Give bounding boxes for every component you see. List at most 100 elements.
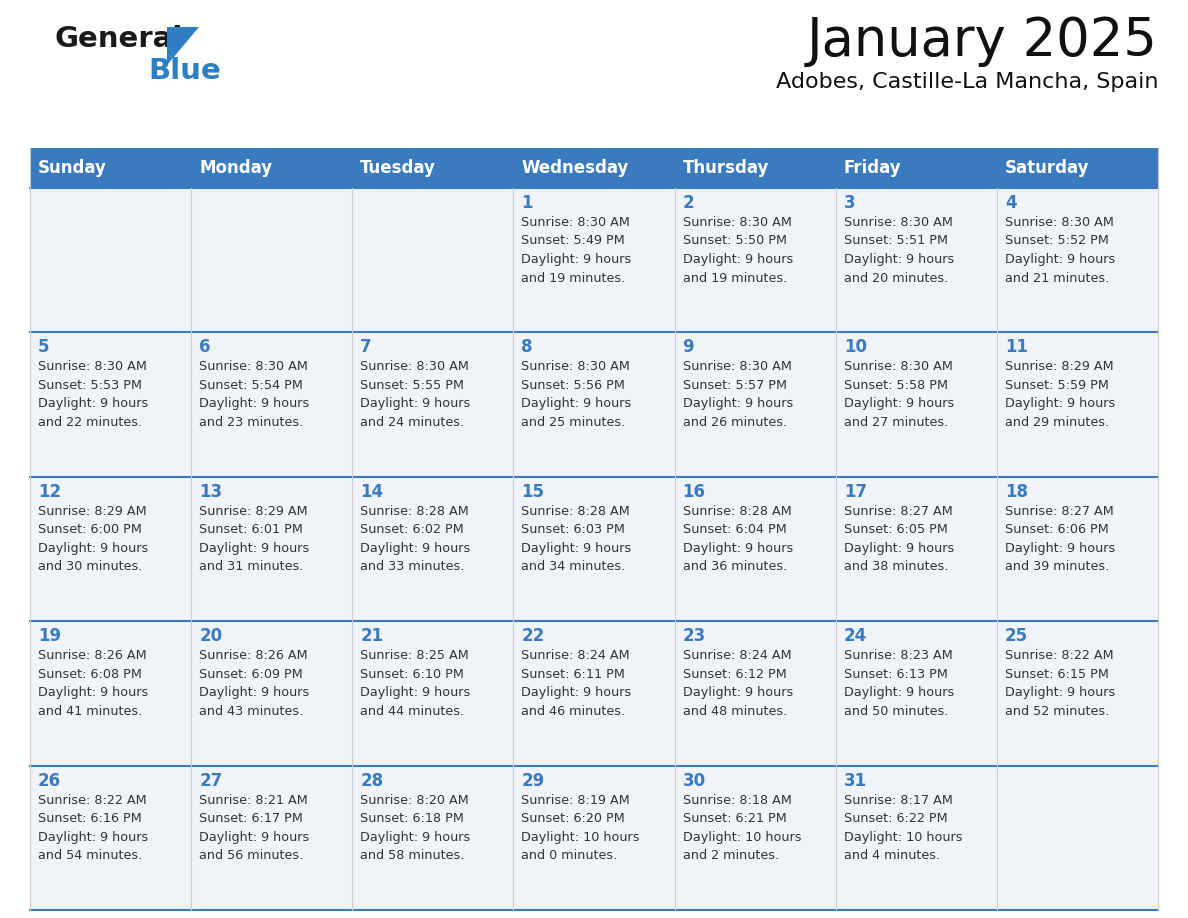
Text: Sunrise: 8:30 AM
Sunset: 5:57 PM
Daylight: 9 hours
and 26 minutes.: Sunrise: 8:30 AM Sunset: 5:57 PM Dayligh… [683, 361, 792, 429]
Bar [353, 476, 513, 621]
Bar [835, 188, 997, 332]
Bar [191, 476, 353, 621]
Text: Sunrise: 8:30 AM
Sunset: 5:53 PM
Daylight: 9 hours
and 22 minutes.: Sunrise: 8:30 AM Sunset: 5:53 PM Dayligh… [38, 361, 148, 429]
Text: 27: 27 [200, 772, 222, 789]
Text: 19: 19 [38, 627, 61, 645]
Text: Sunrise: 8:30 AM
Sunset: 5:54 PM
Daylight: 9 hours
and 23 minutes.: Sunrise: 8:30 AM Sunset: 5:54 PM Dayligh… [200, 361, 309, 429]
Text: 1: 1 [522, 194, 533, 212]
Text: 8: 8 [522, 339, 533, 356]
Text: 9: 9 [683, 339, 694, 356]
Text: 30: 30 [683, 772, 706, 789]
Bar [191, 332, 353, 476]
Text: Adobes, Castille-La Mancha, Spain: Adobes, Castille-La Mancha, Spain [776, 72, 1158, 92]
Text: Monday: Monday [200, 159, 272, 177]
Bar [835, 621, 997, 766]
Text: Sunrise: 8:18 AM
Sunset: 6:21 PM
Daylight: 10 hours
and 2 minutes.: Sunrise: 8:18 AM Sunset: 6:21 PM Dayligh… [683, 793, 801, 862]
Bar [675, 476, 835, 621]
Text: Saturday: Saturday [1005, 159, 1089, 177]
Text: General: General [55, 25, 183, 53]
Bar [30, 332, 191, 476]
Bar [513, 476, 675, 621]
Text: 25: 25 [1005, 627, 1028, 645]
Bar [30, 766, 191, 910]
Text: 24: 24 [843, 627, 867, 645]
Bar [835, 766, 997, 910]
Text: Sunrise: 8:17 AM
Sunset: 6:22 PM
Daylight: 10 hours
and 4 minutes.: Sunrise: 8:17 AM Sunset: 6:22 PM Dayligh… [843, 793, 962, 862]
Text: Sunrise: 8:25 AM
Sunset: 6:10 PM
Daylight: 9 hours
and 44 minutes.: Sunrise: 8:25 AM Sunset: 6:10 PM Dayligh… [360, 649, 470, 718]
Bar [191, 766, 353, 910]
Text: 23: 23 [683, 627, 706, 645]
Text: 11: 11 [1005, 339, 1028, 356]
Text: Sunrise: 8:30 AM
Sunset: 5:49 PM
Daylight: 9 hours
and 19 minutes.: Sunrise: 8:30 AM Sunset: 5:49 PM Dayligh… [522, 216, 632, 285]
Text: Sunrise: 8:24 AM
Sunset: 6:12 PM
Daylight: 9 hours
and 48 minutes.: Sunrise: 8:24 AM Sunset: 6:12 PM Dayligh… [683, 649, 792, 718]
Text: 21: 21 [360, 627, 384, 645]
Text: Sunrise: 8:30 AM
Sunset: 5:52 PM
Daylight: 9 hours
and 21 minutes.: Sunrise: 8:30 AM Sunset: 5:52 PM Dayligh… [1005, 216, 1116, 285]
Text: 10: 10 [843, 339, 867, 356]
Text: Sunrise: 8:26 AM
Sunset: 6:09 PM
Daylight: 9 hours
and 43 minutes.: Sunrise: 8:26 AM Sunset: 6:09 PM Dayligh… [200, 649, 309, 718]
Text: 16: 16 [683, 483, 706, 501]
Text: Friday: Friday [843, 159, 902, 177]
Bar [30, 621, 191, 766]
Bar [997, 332, 1158, 476]
Bar [997, 766, 1158, 910]
Text: 7: 7 [360, 339, 372, 356]
Text: Sunrise: 8:23 AM
Sunset: 6:13 PM
Daylight: 9 hours
and 50 minutes.: Sunrise: 8:23 AM Sunset: 6:13 PM Dayligh… [843, 649, 954, 718]
Text: Sunrise: 8:29 AM
Sunset: 6:01 PM
Daylight: 9 hours
and 31 minutes.: Sunrise: 8:29 AM Sunset: 6:01 PM Dayligh… [200, 505, 309, 574]
Text: Sunrise: 8:30 AM
Sunset: 5:50 PM
Daylight: 9 hours
and 19 minutes.: Sunrise: 8:30 AM Sunset: 5:50 PM Dayligh… [683, 216, 792, 285]
Text: Sunrise: 8:28 AM
Sunset: 6:04 PM
Daylight: 9 hours
and 36 minutes.: Sunrise: 8:28 AM Sunset: 6:04 PM Dayligh… [683, 505, 792, 574]
Text: Sunrise: 8:30 AM
Sunset: 5:55 PM
Daylight: 9 hours
and 24 minutes.: Sunrise: 8:30 AM Sunset: 5:55 PM Dayligh… [360, 361, 470, 429]
Text: 29: 29 [522, 772, 544, 789]
Text: 13: 13 [200, 483, 222, 501]
Text: 4: 4 [1005, 194, 1017, 212]
Bar [513, 621, 675, 766]
Text: Sunday: Sunday [38, 159, 107, 177]
Text: Sunrise: 8:27 AM
Sunset: 6:05 PM
Daylight: 9 hours
and 38 minutes.: Sunrise: 8:27 AM Sunset: 6:05 PM Dayligh… [843, 505, 954, 574]
Bar [191, 188, 353, 332]
Bar [997, 476, 1158, 621]
Text: Sunrise: 8:22 AM
Sunset: 6:15 PM
Daylight: 9 hours
and 52 minutes.: Sunrise: 8:22 AM Sunset: 6:15 PM Dayligh… [1005, 649, 1116, 718]
Text: 15: 15 [522, 483, 544, 501]
Text: Sunrise: 8:29 AM
Sunset: 5:59 PM
Daylight: 9 hours
and 29 minutes.: Sunrise: 8:29 AM Sunset: 5:59 PM Dayligh… [1005, 361, 1116, 429]
Bar [191, 621, 353, 766]
Text: Wednesday: Wednesday [522, 159, 628, 177]
Text: Blue: Blue [148, 57, 221, 85]
Bar [353, 188, 513, 332]
Text: Sunrise: 8:30 AM
Sunset: 5:58 PM
Daylight: 9 hours
and 27 minutes.: Sunrise: 8:30 AM Sunset: 5:58 PM Dayligh… [843, 361, 954, 429]
Text: Sunrise: 8:22 AM
Sunset: 6:16 PM
Daylight: 9 hours
and 54 minutes.: Sunrise: 8:22 AM Sunset: 6:16 PM Dayligh… [38, 793, 148, 862]
Text: January 2025: January 2025 [807, 15, 1158, 67]
Text: 17: 17 [843, 483, 867, 501]
Bar [675, 766, 835, 910]
Text: 6: 6 [200, 339, 210, 356]
Text: Sunrise: 8:28 AM
Sunset: 6:03 PM
Daylight: 9 hours
and 34 minutes.: Sunrise: 8:28 AM Sunset: 6:03 PM Dayligh… [522, 505, 632, 574]
Text: Sunrise: 8:30 AM
Sunset: 5:56 PM
Daylight: 9 hours
and 25 minutes.: Sunrise: 8:30 AM Sunset: 5:56 PM Dayligh… [522, 361, 632, 429]
Polygon shape [168, 27, 200, 65]
Bar [513, 332, 675, 476]
Bar [30, 188, 191, 332]
Bar [997, 188, 1158, 332]
Text: 2: 2 [683, 194, 694, 212]
Text: Sunrise: 8:27 AM
Sunset: 6:06 PM
Daylight: 9 hours
and 39 minutes.: Sunrise: 8:27 AM Sunset: 6:06 PM Dayligh… [1005, 505, 1116, 574]
Text: 12: 12 [38, 483, 61, 501]
Bar [30, 148, 1158, 188]
Text: 3: 3 [843, 194, 855, 212]
Text: Sunrise: 8:26 AM
Sunset: 6:08 PM
Daylight: 9 hours
and 41 minutes.: Sunrise: 8:26 AM Sunset: 6:08 PM Dayligh… [38, 649, 148, 718]
Bar [513, 766, 675, 910]
Bar [353, 332, 513, 476]
Text: 31: 31 [843, 772, 867, 789]
Text: 14: 14 [360, 483, 384, 501]
Text: 28: 28 [360, 772, 384, 789]
Bar [675, 621, 835, 766]
Bar [835, 332, 997, 476]
Text: 22: 22 [522, 627, 544, 645]
Bar [675, 188, 835, 332]
Text: Sunrise: 8:24 AM
Sunset: 6:11 PM
Daylight: 9 hours
and 46 minutes.: Sunrise: 8:24 AM Sunset: 6:11 PM Dayligh… [522, 649, 632, 718]
Bar [353, 621, 513, 766]
Text: Sunrise: 8:28 AM
Sunset: 6:02 PM
Daylight: 9 hours
and 33 minutes.: Sunrise: 8:28 AM Sunset: 6:02 PM Dayligh… [360, 505, 470, 574]
Text: 26: 26 [38, 772, 61, 789]
Text: Sunrise: 8:29 AM
Sunset: 6:00 PM
Daylight: 9 hours
and 30 minutes.: Sunrise: 8:29 AM Sunset: 6:00 PM Dayligh… [38, 505, 148, 574]
Bar [513, 188, 675, 332]
Bar [675, 332, 835, 476]
Text: 20: 20 [200, 627, 222, 645]
Text: Sunrise: 8:30 AM
Sunset: 5:51 PM
Daylight: 9 hours
and 20 minutes.: Sunrise: 8:30 AM Sunset: 5:51 PM Dayligh… [843, 216, 954, 285]
Text: Thursday: Thursday [683, 159, 769, 177]
